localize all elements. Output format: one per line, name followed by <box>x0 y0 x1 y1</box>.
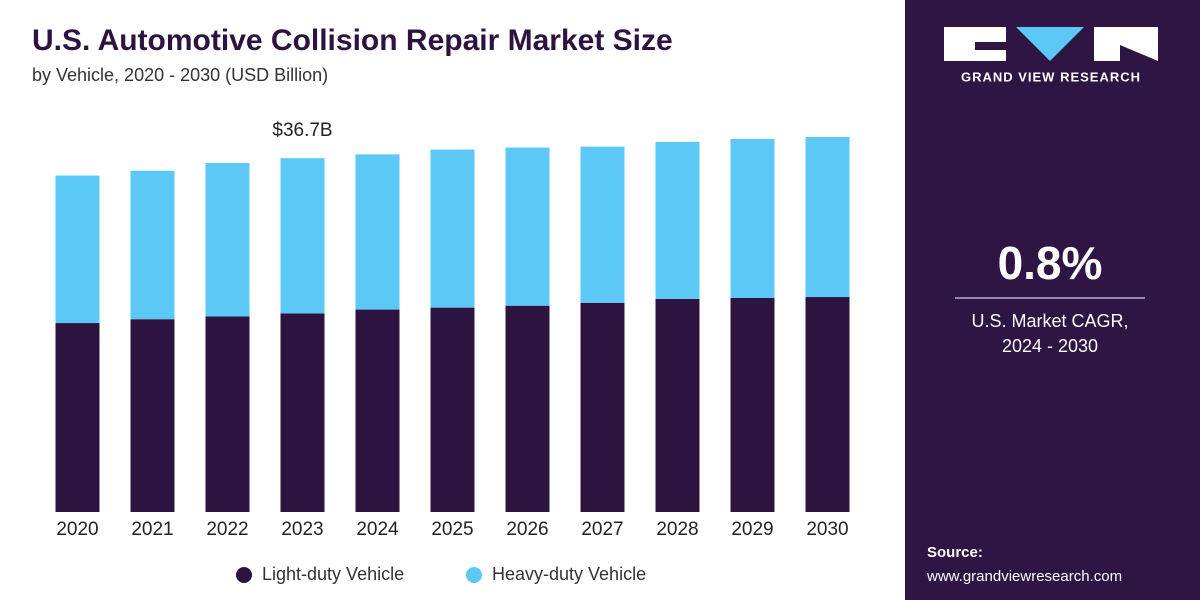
chart-subtitle: by Vehicle, 2020 - 2030 (USD Billion) <box>32 65 328 85</box>
legend-label: Light-duty Vehicle <box>262 564 404 584</box>
logo-cut <box>1120 45 1158 61</box>
bar-segment <box>205 316 250 512</box>
bar-segment <box>730 138 775 298</box>
legend-label: Heavy-duty Vehicle <box>492 564 646 584</box>
bar-segment <box>355 154 400 310</box>
bar-segment <box>730 297 775 512</box>
cagr-label: U.S. Market CAGR, <box>971 311 1128 331</box>
cagr-label: 2024 - 2030 <box>1002 336 1098 356</box>
bar-segment <box>430 307 475 512</box>
x-tick-label: 2027 <box>581 519 623 540</box>
x-tick-label: 2023 <box>281 519 323 540</box>
bar-segment <box>130 319 175 512</box>
x-tick-label: 2024 <box>356 519 399 540</box>
bar-segment <box>580 302 625 512</box>
bar-segment <box>655 298 700 512</box>
cagr-value: 0.8% <box>998 237 1103 289</box>
source-url: www.grandviewresearch.com <box>926 568 1122 585</box>
bar-segment <box>505 305 550 512</box>
sidebar-background <box>905 0 1200 600</box>
bar-segment <box>505 147 550 306</box>
bar-segment <box>130 170 175 320</box>
bar-segment <box>55 175 100 324</box>
bar-segment <box>805 137 850 298</box>
annotation: $36.7B <box>272 120 332 141</box>
bar-segment <box>55 323 100 512</box>
x-tick-label: 2026 <box>506 519 548 540</box>
brand: GRAND VIEW RESEARCH <box>961 69 1141 84</box>
source-title: Source: <box>927 544 983 561</box>
bar-segment <box>805 297 850 512</box>
legend-swatch <box>466 567 482 583</box>
x-tick-label: 2028 <box>656 519 698 540</box>
x-tick-label: 2030 <box>806 519 848 540</box>
bar-segment <box>430 149 475 308</box>
bar-segment <box>205 163 250 317</box>
logo <box>944 27 1158 61</box>
bar-segment <box>280 313 325 512</box>
logo-cut <box>975 42 1006 50</box>
bar-segment <box>655 141 700 299</box>
x-tick-label: 2021 <box>131 519 173 540</box>
chart-title: U.S. Automotive Collision Repair Market … <box>32 24 673 57</box>
x-tick-label: 2025 <box>431 519 473 540</box>
bar-segment <box>355 309 400 512</box>
x-tick-label: 2022 <box>206 519 248 540</box>
legend-swatch <box>236 567 252 583</box>
bar-segment <box>280 158 325 314</box>
logo-triangle <box>1016 27 1084 61</box>
x-tick-label: 2020 <box>56 519 98 540</box>
bar-segment <box>580 146 625 303</box>
x-tick-label: 2029 <box>731 519 773 540</box>
